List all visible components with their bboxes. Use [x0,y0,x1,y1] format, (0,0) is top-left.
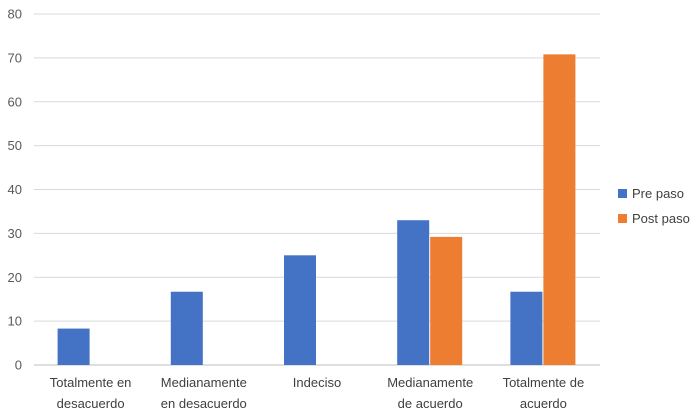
y-tick-label: 70 [8,50,22,65]
y-tick-label: 50 [8,138,22,153]
y-tick-label: 30 [8,226,22,241]
bar-post-paso [543,54,576,366]
y-tick-label: 40 [8,182,22,197]
legend-label: Pre paso [632,186,684,201]
bar-pre-paso [397,220,430,365]
legend-label: Post paso [632,211,690,226]
bars [57,54,576,366]
legend: Pre paso Post paso [618,186,690,226]
gridlines [34,13,600,366]
x-category-label: Indeciso [293,375,341,390]
x-category-label: Medianamente de acuerdo [387,375,473,411]
x-category-label: Medianamente en desacuerdo [161,375,247,411]
bar-pre-paso [170,291,203,365]
y-tick-label: 80 [8,7,22,22]
bar-pre-paso [510,291,543,365]
y-tick-label: 20 [8,270,22,285]
x-category-label: Totalmente de acuerdo [503,375,585,411]
y-tick-label: 10 [8,314,22,329]
x-axis-labels: Totalmente en desacuerdo Medianamente en de… [50,375,584,411]
y-tick-label: 0 [15,358,22,373]
x-category-label: Totalmente en desacuerdo [50,375,132,411]
y-tick-label: 60 [8,94,22,109]
bar-pre-paso [57,328,90,365]
y-axis-ticks: 0 10 20 30 40 50 60 70 80 [8,7,22,373]
bar-pre-paso [284,255,316,365]
legend-swatch [618,214,627,223]
bar-post-paso [430,236,463,365]
legend-swatch [618,189,627,198]
